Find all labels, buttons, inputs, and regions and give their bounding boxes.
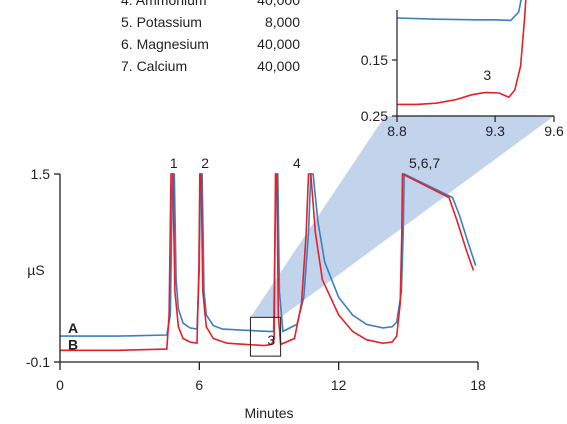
inset-x-tick-label-8.8: 8.8 <box>387 123 407 139</box>
legend: 4. Ammonium 40,000 5. Potassium 8,000 6.… <box>121 0 300 74</box>
inset-peak-label-3: 3 <box>483 67 491 83</box>
x-axis-label: Minutes <box>244 405 293 421</box>
x-tick-label-6: 6 <box>195 377 203 393</box>
legend-value-magnesium: 40,000 <box>257 36 300 52</box>
y-axis-label: µS <box>27 262 44 278</box>
x-tick-label-0: 0 <box>56 377 64 393</box>
legend-name-magnesium: 6. Magnesium <box>121 36 209 52</box>
trace-b <box>60 172 475 352</box>
inset-plot-area <box>397 0 554 116</box>
peak-label-4: 4 <box>293 155 301 171</box>
inset-trace-a <box>397 0 522 22</box>
peak-label-2: 2 <box>201 155 209 171</box>
x-tick-label-18: 18 <box>470 377 486 393</box>
trace-a <box>60 172 477 337</box>
legend-name-ammonium: 4. Ammonium <box>121 0 207 8</box>
peak-label-3: 3 <box>267 332 275 348</box>
inset-trace-b <box>397 0 527 106</box>
trace-label-b: B <box>68 336 78 352</box>
inset-chart: 0.15 0.25 8.8 9.3 9.6 3 <box>361 0 564 139</box>
inset-y-tick-label-0.25: 0.25 <box>361 108 388 124</box>
inset-x-tick-label-9.6: 9.6 <box>544 123 564 139</box>
legend-value-ammonium: 40,000 <box>257 0 300 8</box>
x-tick-label-12: 12 <box>331 377 347 393</box>
legend-name-calcium: 7. Calcium <box>121 58 187 74</box>
inset-x-tick-label-9.3: 9.3 <box>485 123 505 139</box>
zoom-box <box>249 316 282 357</box>
legend-value-potassium: 8,000 <box>265 14 300 30</box>
peak-label-5-6-7: 5,6,7 <box>409 155 440 171</box>
y-tick-label-neg0.1: -0.1 <box>26 354 50 370</box>
legend-name-potassium: 5. Potassium <box>121 14 202 30</box>
legend-value-calcium: 40,000 <box>257 58 300 74</box>
trace-label-a: A <box>68 320 78 336</box>
peak-label-1: 1 <box>170 155 178 171</box>
main-chart: -0.1 1.5 0 6 12 18 Minutes µS 1 2 3 4 5,… <box>26 155 486 421</box>
inset-y-tick-label-0.15: 0.15 <box>361 52 388 68</box>
y-tick-label-1.5: 1.5 <box>31 166 51 182</box>
